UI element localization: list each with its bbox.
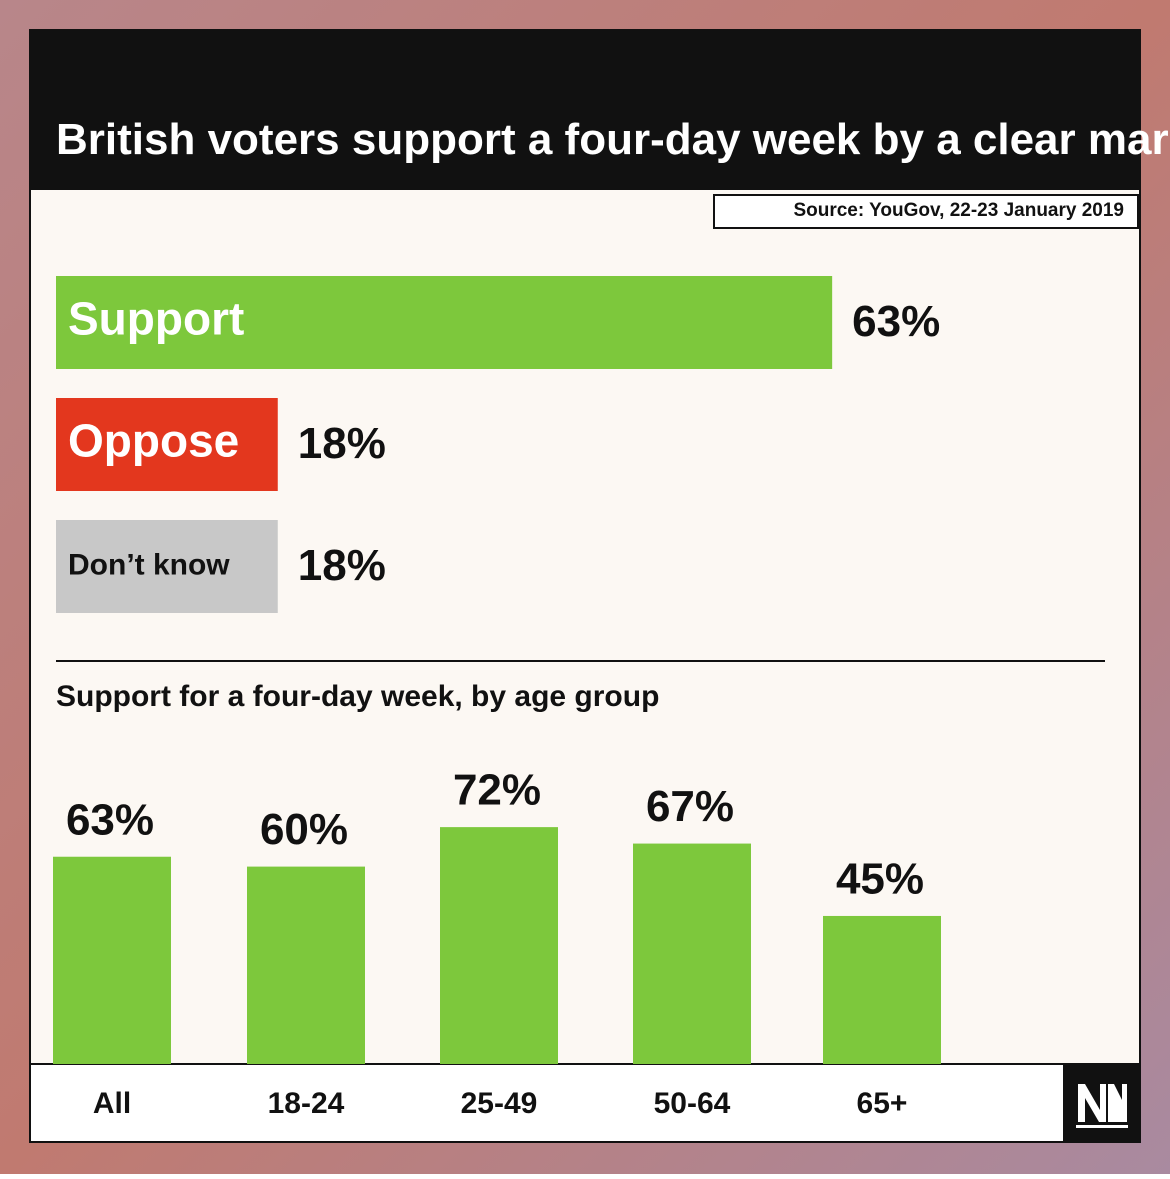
logo — [1063, 1064, 1140, 1141]
bar — [53, 856, 171, 1064]
bar — [56, 520, 278, 613]
value-label: 45% — [836, 855, 924, 904]
bar — [440, 827, 558, 1064]
value-label: 72% — [453, 766, 541, 815]
source-box — [713, 194, 1139, 229]
bar — [247, 866, 365, 1064]
x-tick-label: 25-49 — [461, 1087, 538, 1120]
value-label: 18% — [298, 419, 386, 468]
bar — [56, 398, 278, 491]
subtitle: Support for a four-day week, by age grou… — [56, 680, 659, 713]
x-tick-label: 50-64 — [654, 1087, 731, 1120]
value-label: 67% — [646, 782, 734, 831]
title: British voters support a four-day week b… — [56, 115, 1170, 164]
value-label: 63% — [66, 795, 154, 844]
source: Source: YouGov, 22-23 January 2019 — [793, 200, 1124, 221]
footer — [31, 1064, 1139, 1141]
x-tick-label: All — [93, 1087, 131, 1120]
bar — [633, 843, 751, 1064]
bar-label: Oppose — [68, 415, 239, 467]
bar-label: Don’t know — [68, 548, 230, 581]
bar-label: Support — [68, 293, 244, 345]
value-label: 60% — [260, 805, 348, 854]
value-label: 18% — [298, 541, 386, 590]
value-label: 63% — [852, 297, 940, 346]
x-tick-label: 18-24 — [268, 1087, 345, 1120]
x-tick-label: 65+ — [857, 1087, 908, 1120]
bar — [56, 276, 833, 369]
bar — [823, 915, 941, 1064]
header — [30, 30, 1140, 190]
